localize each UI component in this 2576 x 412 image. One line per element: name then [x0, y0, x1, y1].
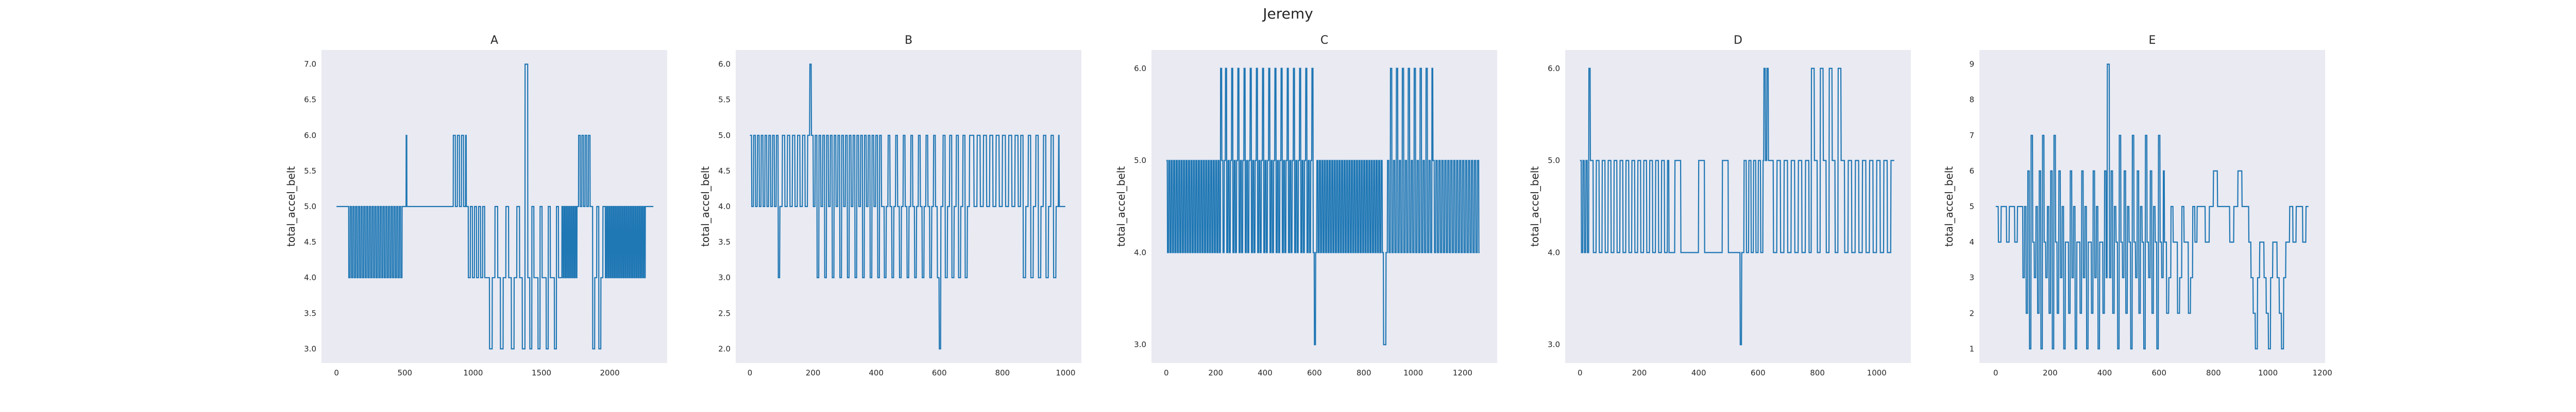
xtick-label-c: 1000	[1403, 368, 1423, 377]
ytick-label-e: 3	[1969, 273, 1974, 282]
ylabel-b: total_accel_belt	[699, 166, 711, 247]
xtick-label-e: 1000	[2258, 368, 2278, 377]
xtick-label-a: 0	[334, 368, 339, 377]
panel-title-c: C	[1320, 34, 1328, 47]
ytick-label-e: 7	[1969, 131, 1974, 140]
xtick-label-c: 400	[1258, 368, 1273, 377]
panel-title-e: E	[2149, 34, 2156, 47]
ytick-label-d: 3.0	[1548, 340, 1560, 349]
ylabel-a: total_accel_belt	[285, 166, 297, 247]
ytick-label-a: 6.0	[304, 131, 316, 140]
ytick-label-c: 5.0	[1134, 156, 1146, 165]
xtick-label-e: 600	[2151, 368, 2166, 377]
xtick-label-d: 0	[1578, 368, 1583, 377]
series-line-a	[336, 63, 654, 350]
ytick-label-b: 4.0	[718, 202, 731, 211]
ylabel-d: total_accel_belt	[1529, 166, 1541, 247]
ytick-label-e: 9	[1969, 60, 1974, 69]
xtick-label-c: 0	[1164, 368, 1169, 377]
xtick-label-b: 800	[995, 368, 1010, 377]
panel-title-b: B	[905, 34, 912, 47]
ytick-label-a: 4.0	[304, 273, 316, 282]
xtick-label-b: 1000	[1056, 368, 1075, 377]
ytick-label-c: 4.0	[1134, 248, 1146, 257]
xtick-label-a: 1500	[532, 368, 551, 377]
ytick-label-c: 6.0	[1134, 64, 1146, 73]
ytick-label-b: 5.0	[718, 131, 731, 140]
ytick-label-b: 5.5	[718, 95, 731, 105]
ytick-label-d: 6.0	[1548, 64, 1560, 73]
panel-title-d: D	[1734, 34, 1742, 47]
series-line-d	[1580, 67, 1894, 346]
ytick-label-b: 3.5	[718, 237, 731, 247]
ytick-label-b: 6.0	[718, 60, 731, 69]
panel-title-a: A	[490, 34, 498, 47]
ytick-label-a: 3.0	[304, 344, 316, 353]
xtick-label-c: 200	[1208, 368, 1223, 377]
ytick-label-e: 1	[1969, 344, 1974, 353]
ytick-label-d: 4.0	[1548, 248, 1560, 257]
xtick-label-c: 1200	[1453, 368, 1472, 377]
figure-title: Jeremy	[1262, 5, 1313, 22]
xtick-label-d: 400	[1691, 368, 1706, 377]
xtick-label-b: 600	[932, 368, 947, 377]
xtick-label-e: 200	[2043, 368, 2058, 377]
xtick-label-a: 500	[397, 368, 412, 377]
xtick-label-a: 2000	[600, 368, 620, 377]
xtick-label-e: 400	[2097, 368, 2112, 377]
ytick-label-e: 5	[1969, 202, 1974, 211]
xtick-label-b: 200	[806, 368, 821, 377]
ytick-label-a: 3.5	[304, 308, 316, 318]
xtick-label-e: 1200	[2313, 368, 2332, 377]
ylabel-e: total_accel_belt	[1943, 166, 1955, 247]
ytick-label-e: 4	[1969, 237, 1974, 247]
xtick-label-d: 600	[1751, 368, 1766, 377]
xtick-label-d: 200	[1632, 368, 1647, 377]
series-line-b	[750, 63, 1065, 350]
ytick-label-b: 2.5	[718, 308, 731, 318]
ytick-label-b: 2.0	[718, 344, 731, 353]
xtick-label-c: 800	[1357, 368, 1371, 377]
ylabel-c: total_accel_belt	[1115, 166, 1127, 247]
xtick-label-a: 1000	[463, 368, 483, 377]
ytick-label-a: 4.5	[304, 237, 316, 247]
ytick-label-e: 2	[1969, 308, 1974, 318]
ytick-label-a: 7.0	[304, 60, 316, 69]
xtick-label-c: 600	[1307, 368, 1322, 377]
ytick-label-e: 6	[1969, 166, 1974, 176]
xtick-label-e: 800	[2206, 368, 2221, 377]
xtick-label-e: 0	[1993, 368, 1998, 377]
ytick-label-b: 4.5	[718, 166, 731, 176]
xtick-label-b: 400	[869, 368, 884, 377]
ytick-label-b: 3.0	[718, 273, 731, 282]
ytick-label-e: 8	[1969, 95, 1974, 105]
ytick-label-a: 6.5	[304, 95, 316, 105]
ytick-label-a: 5.5	[304, 166, 316, 176]
ytick-label-d: 5.0	[1548, 156, 1560, 165]
ytick-label-c: 3.0	[1134, 340, 1146, 349]
xtick-label-b: 0	[748, 368, 753, 377]
series-line-c	[1166, 67, 1480, 346]
series-line-e	[1995, 63, 2309, 350]
xtick-label-d: 1000	[1867, 368, 1887, 377]
ytick-label-a: 5.0	[304, 202, 316, 211]
xtick-label-d: 800	[1810, 368, 1825, 377]
